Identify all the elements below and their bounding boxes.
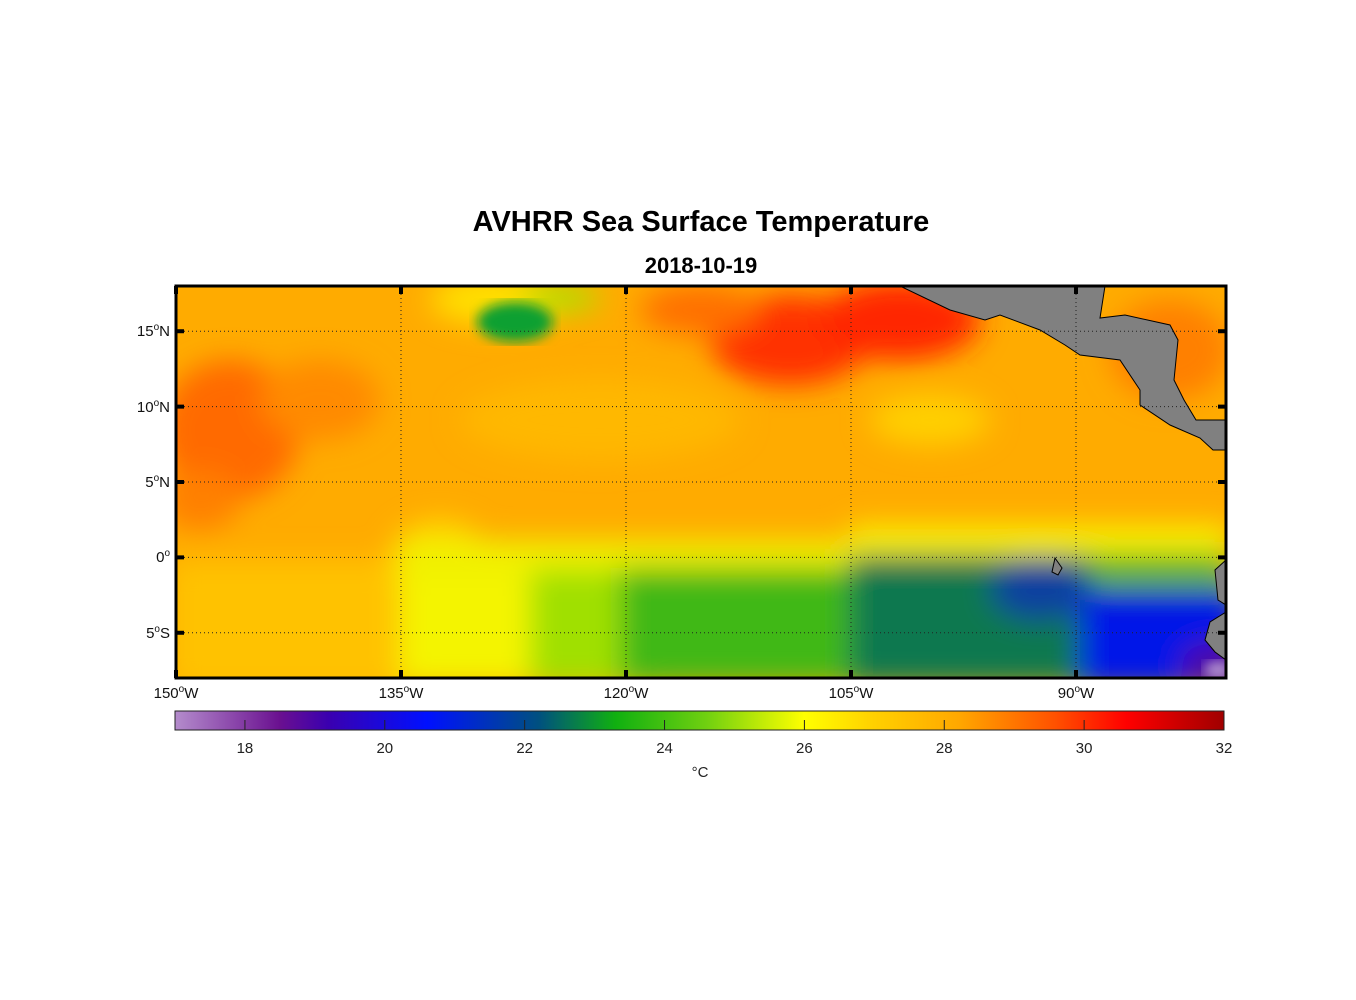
colorbar-tick-label: 30 — [1075, 740, 1093, 757]
colorbar — [174, 710, 1225, 731]
lon-label: 120oW — [603, 684, 649, 702]
sst-field — [176, 286, 1226, 678]
colorbar-tick-label: 18 — [236, 740, 254, 757]
lon-label: 150oW — [153, 684, 199, 702]
land — [899, 286, 1226, 661]
lat-label: 0o — [156, 548, 170, 567]
chart-subtitle: 2018-10-19 — [644, 253, 758, 278]
lon-label: 135oW — [378, 684, 424, 702]
colorbar-unit: °C — [691, 764, 709, 781]
colorbar-tick-label: 24 — [656, 740, 673, 757]
colorbar-tick-label: 20 — [376, 740, 394, 757]
lon-label: 90oW — [1057, 684, 1095, 702]
colorbar-tick-label: 22 — [516, 740, 533, 757]
lat-label: 5oN — [145, 473, 170, 491]
lat-label: 10oN — [136, 397, 170, 416]
colorbar-tick-label: 28 — [935, 740, 953, 757]
lat-label: 15oN — [136, 322, 170, 341]
lat-label: 5oS — [146, 623, 170, 642]
colorbar-tick-label: 26 — [796, 740, 813, 757]
chart-title: AVHRR Sea Surface Temperature — [472, 206, 930, 238]
lon-label: 105oW — [828, 684, 874, 702]
colorbar-tick-label: 32 — [1215, 740, 1233, 757]
